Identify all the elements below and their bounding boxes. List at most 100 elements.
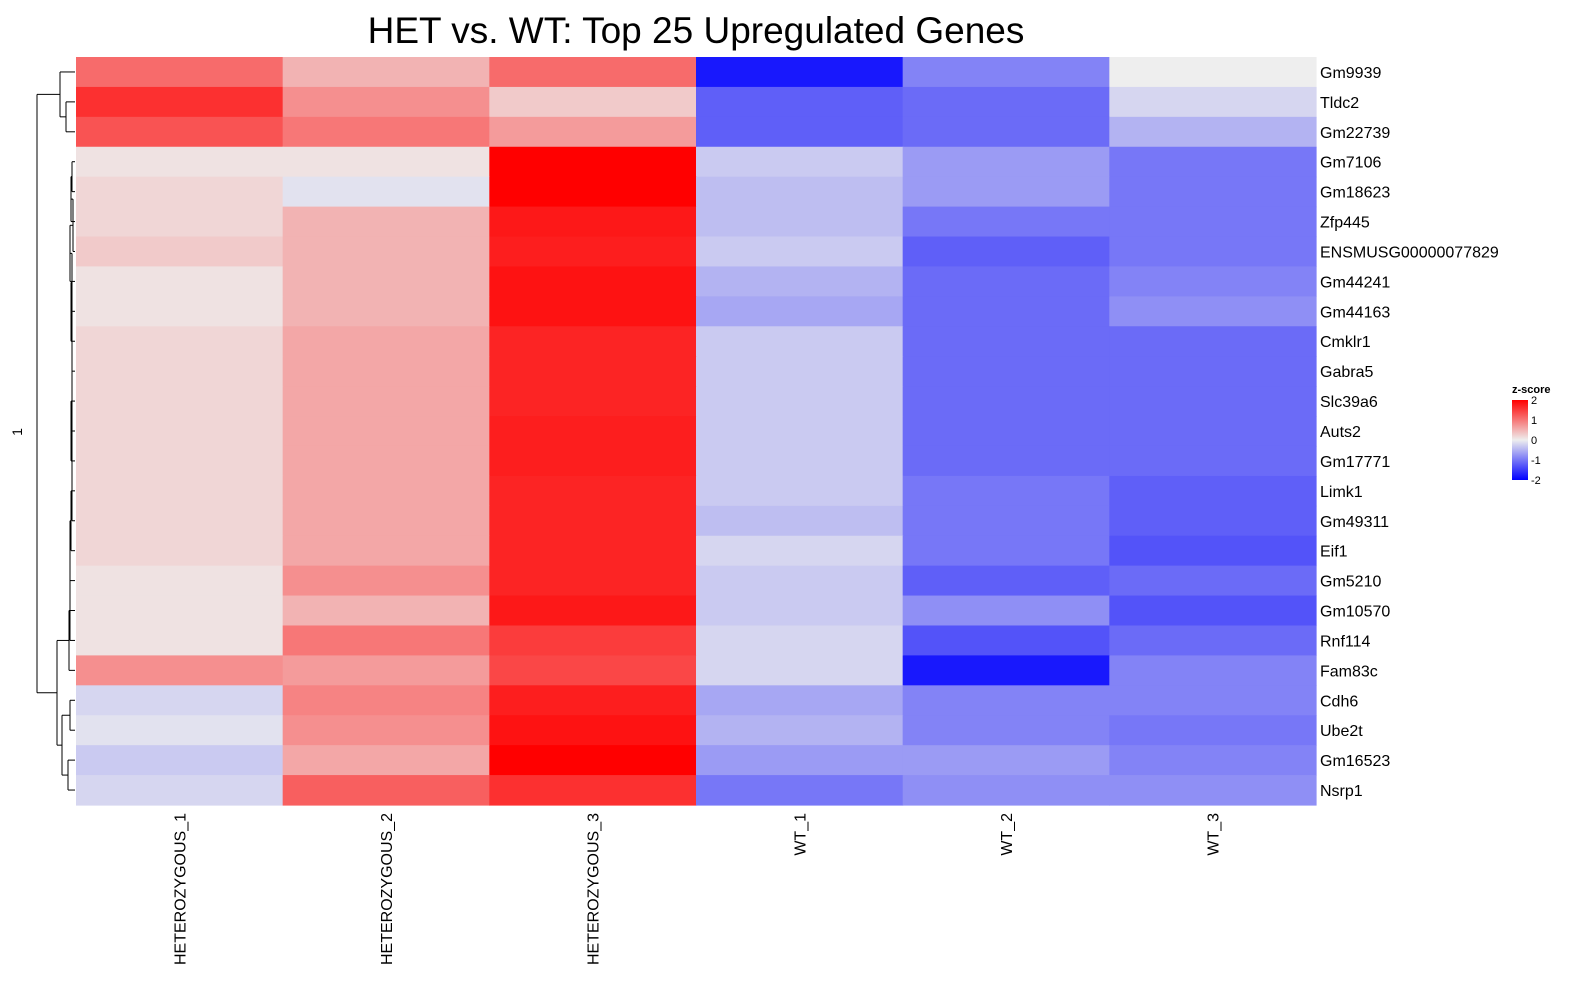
heatmap-cell — [1109, 296, 1317, 327]
heatmap-cell — [76, 176, 284, 208]
heatmap-cell — [1109, 775, 1317, 806]
column-label: WT_2 — [999, 813, 1016, 856]
heatmap-cell — [696, 475, 904, 507]
column-label: HETEROZYGOUS_3 — [586, 813, 603, 965]
heatmap-cell — [76, 266, 284, 297]
heatmap-cell — [1109, 116, 1317, 148]
heatmap-cell — [696, 86, 904, 118]
row-labels: Gm9939 Tldc2 Gm22739 Gm7106 Gm18623 Zfp445 ENS… — [1320, 65, 1499, 800]
heatmap-cell — [1109, 386, 1317, 417]
legend-tick-label: -2 — [1531, 475, 1541, 487]
heatmap-cell — [902, 775, 1110, 806]
heatmap-cell — [1109, 505, 1317, 537]
heatmap-cell — [282, 296, 490, 327]
heatmap-cell — [76, 146, 284, 178]
heatmap-cell — [902, 715, 1110, 746]
heatmap-cell — [696, 565, 904, 597]
row-label: Fam83c — [1320, 663, 1378, 680]
row-label: Rnf114 — [1320, 633, 1371, 650]
legend-tick-label: -1 — [1531, 455, 1541, 467]
heatmap-cell — [282, 475, 490, 507]
heatmap-cell — [1109, 685, 1317, 716]
heatmap-cell — [696, 57, 904, 88]
heatmap-cell — [696, 296, 904, 327]
row-label: Tldc2 — [1320, 95, 1359, 112]
heatmap-cell — [282, 236, 490, 268]
heatmap-cell — [1109, 595, 1317, 627]
heatmap-cell — [902, 266, 1110, 297]
heatmap-cell — [696, 715, 904, 746]
heatmap-cell — [489, 206, 697, 238]
chart-title: HET vs. WT: Top 25 Upregulated Genes — [368, 10, 1025, 51]
column-label: HETEROZYGOUS_2 — [379, 813, 396, 965]
heatmap-cell — [1109, 535, 1317, 567]
heatmap-cell — [696, 505, 904, 537]
heatmap-cell — [1109, 445, 1317, 477]
heatmap-cell — [489, 655, 697, 686]
heatmap-cell — [76, 565, 284, 597]
heatmap-cell — [282, 775, 490, 806]
heatmap-cell — [489, 445, 697, 477]
heatmap-cell — [902, 475, 1110, 507]
heatmap-cell — [1109, 266, 1317, 297]
heatmap-cell — [1109, 416, 1317, 447]
heatmap-cell — [902, 206, 1110, 238]
heatmap-cell — [696, 595, 904, 627]
heatmap-cell — [76, 206, 284, 238]
heatmap-cell — [282, 176, 490, 208]
legend-tick-label: 2 — [1531, 395, 1537, 407]
heatmap-cell — [1109, 715, 1317, 746]
row-label: Gm10570 — [1320, 604, 1390, 621]
heatmap-cell — [76, 625, 284, 656]
row-label: Slc39a6 — [1320, 394, 1378, 411]
heatmap-cell — [282, 715, 490, 746]
heatmap-cell — [76, 416, 284, 447]
row-label: Gm16523 — [1320, 753, 1390, 770]
heatmap-cell — [489, 745, 697, 776]
heatmap-cells — [76, 57, 1317, 806]
heatmap-cell — [696, 386, 904, 417]
row-label: Gm44241 — [1320, 274, 1390, 291]
heatmap-cell — [489, 296, 697, 327]
heatmap-cell — [1109, 565, 1317, 597]
heatmap-cell — [696, 685, 904, 716]
heatmap-cell — [696, 655, 904, 686]
heatmap-cell — [902, 326, 1110, 357]
heatmap-cell — [282, 86, 490, 118]
column-label: WT_3 — [1206, 813, 1223, 856]
row-label: Gm17771 — [1320, 454, 1390, 471]
row-label: Gm22739 — [1320, 125, 1390, 142]
heatmap-cell — [282, 116, 490, 148]
heatmap-cell — [902, 685, 1110, 716]
heatmap-cell — [696, 775, 904, 806]
column-label: WT_1 — [792, 813, 809, 856]
heatmap-cell — [76, 86, 284, 118]
heatmap-cell — [489, 176, 697, 208]
heatmap-cell — [489, 116, 697, 148]
heatmap-cell — [1109, 356, 1317, 387]
heatmap-cell — [902, 565, 1110, 597]
row-label: Gm9939 — [1320, 65, 1381, 82]
heatmap-cell — [696, 356, 904, 387]
heatmap-cell — [696, 116, 904, 148]
row-label: Gm18623 — [1320, 185, 1390, 202]
heatmap-cell — [76, 745, 284, 776]
heatmap-cell — [76, 386, 284, 417]
row-label: Gm49311 — [1320, 514, 1389, 531]
heatmap-cell — [696, 625, 904, 656]
heatmap-cell — [902, 116, 1110, 148]
heatmap-cell — [1109, 146, 1317, 178]
heatmap-cell — [76, 775, 284, 806]
row-label: Gm5210 — [1320, 574, 1381, 591]
heatmap-cell — [1109, 326, 1317, 357]
heatmap-cell — [76, 296, 284, 327]
column-labels: HETEROZYGOUS_1 HETEROZYGOUS_2 HETEROZYGOUS… — [172, 813, 1222, 965]
heatmap-cell — [902, 236, 1110, 268]
heatmap-cell — [902, 356, 1110, 387]
heatmap-cell — [489, 416, 697, 447]
heatmap-cell — [902, 86, 1110, 118]
heatmap-cell — [696, 236, 904, 268]
heatmap-cell — [76, 236, 284, 268]
heatmap-cell — [282, 535, 490, 567]
heatmap-cell — [696, 445, 904, 477]
